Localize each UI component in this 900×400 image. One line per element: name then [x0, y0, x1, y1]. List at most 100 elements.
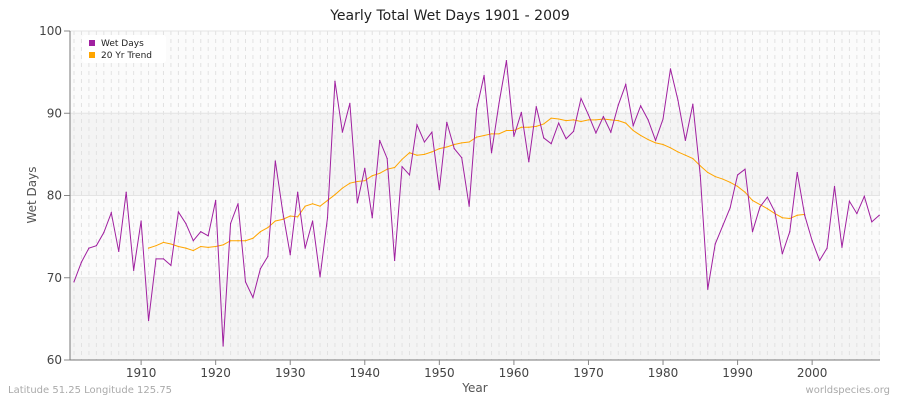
- data-point: [192, 240, 194, 242]
- data-point: [528, 126, 530, 128]
- grid-band: [70, 277, 880, 360]
- y-tick-label: 60: [47, 353, 62, 367]
- data-point: [133, 269, 135, 271]
- source-label: worldspecies.org: [805, 385, 890, 396]
- data-point: [565, 120, 567, 122]
- y-tick-label: 90: [47, 106, 62, 120]
- data-point: [304, 205, 306, 207]
- data-point: [207, 235, 209, 237]
- data-point: [781, 217, 783, 219]
- data-point: [334, 194, 336, 196]
- data-point: [259, 268, 261, 270]
- data-point: [356, 202, 358, 204]
- data-point: [878, 214, 880, 216]
- data-point: [311, 203, 314, 205]
- x-tick-label: 2000: [797, 366, 828, 380]
- data-point: [699, 165, 701, 167]
- data-point: [766, 196, 769, 198]
- data-point: [498, 133, 500, 135]
- data-point: [371, 217, 373, 219]
- data-point: [267, 226, 269, 229]
- data-point: [453, 148, 455, 150]
- data-point: [587, 119, 590, 121]
- data-point: [744, 191, 746, 193]
- data-point: [736, 185, 739, 188]
- data-point: [558, 122, 560, 124]
- data-point: [572, 130, 575, 132]
- data-point: [490, 133, 493, 135]
- data-point: [461, 157, 463, 159]
- data-point: [595, 119, 597, 121]
- data-point: [774, 211, 776, 213]
- data-point: [707, 171, 709, 174]
- data-point: [819, 259, 821, 262]
- data-point: [550, 117, 552, 119]
- data-point: [610, 119, 612, 121]
- data-point: [341, 187, 344, 189]
- data-point: [587, 114, 590, 116]
- data-point: [237, 203, 239, 205]
- data-point: [729, 181, 731, 183]
- data-point: [326, 217, 329, 219]
- data-point: [177, 211, 179, 213]
- data-point: [692, 103, 694, 105]
- data-point: [714, 175, 716, 178]
- data-point: [401, 166, 403, 168]
- data-point: [379, 139, 381, 141]
- data-point: [408, 174, 411, 176]
- data-point: [483, 74, 485, 77]
- data-point: [364, 180, 366, 182]
- data-point: [535, 106, 537, 108]
- data-point: [863, 195, 865, 197]
- data-point: [751, 199, 754, 202]
- data-point: [334, 80, 336, 82]
- data-point: [326, 199, 329, 202]
- x-tick-label: 1990: [722, 366, 753, 380]
- data-point: [222, 244, 224, 246]
- data-point: [371, 175, 373, 177]
- chart-title: Yearly Total Wet Days 1901 - 2009: [330, 8, 570, 24]
- data-point: [520, 126, 522, 128]
- data-point: [274, 220, 276, 222]
- data-point: [237, 240, 239, 242]
- data-point: [833, 185, 836, 188]
- data-point: [714, 243, 716, 245]
- data-point: [185, 247, 187, 249]
- data-point: [297, 216, 299, 218]
- data-point: [595, 132, 597, 134]
- data-point: [729, 207, 731, 209]
- data-point: [856, 212, 858, 215]
- data-point: [550, 143, 552, 145]
- data-point: [707, 288, 709, 290]
- data-point: [155, 258, 157, 260]
- data-point: [476, 108, 478, 110]
- data-point: [654, 139, 657, 141]
- data-point: [528, 161, 530, 163]
- data-point: [215, 245, 217, 248]
- data-point: [572, 119, 575, 121]
- data-point: [207, 246, 209, 248]
- data-point: [386, 157, 388, 160]
- y-tick-label: 80: [47, 189, 62, 203]
- data-point: [364, 167, 366, 169]
- data-point: [804, 214, 806, 216]
- data-point: [789, 217, 791, 220]
- data-point: [229, 222, 232, 225]
- legend: [82, 35, 166, 63]
- data-point: [252, 296, 254, 299]
- data-point: [610, 131, 612, 133]
- data-point: [95, 245, 97, 247]
- data-point: [625, 122, 627, 124]
- x-tick-label: 1920: [200, 366, 231, 380]
- data-point: [244, 240, 247, 242]
- data-point: [826, 247, 828, 249]
- data-point: [423, 141, 426, 143]
- x-tick-label: 1910: [126, 366, 157, 380]
- data-point: [490, 152, 493, 154]
- data-point: [431, 131, 433, 133]
- legend-swatch: [89, 52, 95, 58]
- data-point: [177, 245, 179, 248]
- data-point: [147, 319, 150, 322]
